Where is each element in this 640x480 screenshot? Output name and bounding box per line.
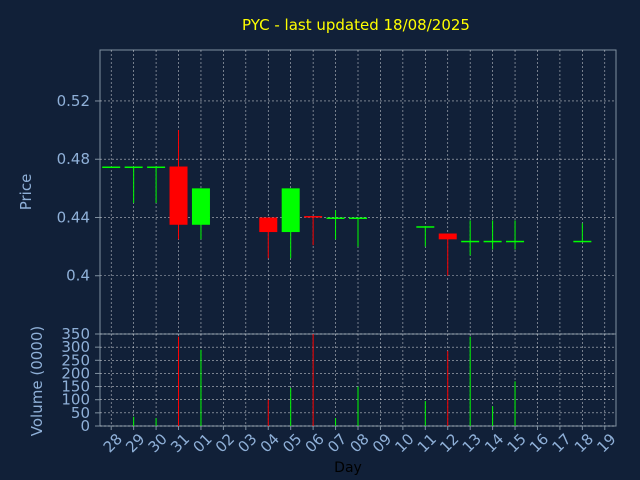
candle-11 bbox=[416, 226, 435, 247]
price-tick-label: 0.52 bbox=[57, 92, 90, 110]
candle-31 bbox=[169, 130, 188, 240]
price-panel: 0.4 0.44 0.48 0.52 Price bbox=[17, 49, 617, 335]
price-tick-label: 0.48 bbox=[57, 150, 90, 168]
candle-29 bbox=[124, 166, 143, 203]
volume-tick-label: 350 bbox=[61, 325, 90, 343]
price-axis-label: Price bbox=[17, 174, 35, 211]
x-axis-label: Day bbox=[334, 460, 362, 476]
candle-01 bbox=[191, 188, 210, 240]
volume-axis-label: Volume (0000) bbox=[28, 326, 46, 436]
price-grid bbox=[100, 50, 616, 334]
volume-bars bbox=[133, 334, 516, 426]
candle-18 bbox=[573, 223, 592, 243]
price-y-ticks: 0.4 0.44 0.48 0.52 bbox=[57, 92, 100, 285]
candle-07 bbox=[326, 210, 345, 240]
volume-tick-label: 0 bbox=[80, 417, 90, 435]
candle-body bbox=[349, 217, 367, 219]
candle-body bbox=[483, 240, 502, 243]
candle-14 bbox=[483, 220, 502, 250]
candle-06 bbox=[304, 216, 323, 246]
volume-tick-label: 150 bbox=[61, 378, 90, 396]
candle-04 bbox=[259, 217, 278, 259]
candle-body bbox=[438, 233, 457, 240]
candle-12 bbox=[438, 233, 457, 276]
volume-tick-label: 200 bbox=[61, 364, 90, 382]
volume-tick-label: 300 bbox=[61, 338, 90, 356]
candle-body bbox=[416, 226, 435, 228]
candle-body bbox=[506, 240, 525, 243]
candle-body bbox=[461, 240, 480, 243]
candle-body bbox=[102, 166, 121, 169]
chart-title: PYC - last updated 18/08/2025 bbox=[242, 16, 470, 34]
price-tick-label: 0.44 bbox=[57, 208, 90, 226]
candle-body bbox=[259, 217, 278, 233]
candle-body bbox=[304, 216, 323, 218]
candle-08 bbox=[349, 217, 367, 247]
candle-15 bbox=[506, 220, 525, 250]
volume-tick-label: 100 bbox=[61, 391, 90, 409]
candle-body bbox=[169, 166, 188, 225]
candle-body bbox=[326, 217, 345, 219]
candle-05 bbox=[281, 188, 300, 259]
price-tick-label: 0.4 bbox=[66, 267, 90, 285]
candle-body bbox=[281, 188, 300, 233]
candles bbox=[102, 130, 592, 276]
candle-body bbox=[147, 166, 166, 169]
volume-tick-label: 250 bbox=[61, 351, 90, 369]
candle-13 bbox=[461, 220, 480, 256]
volume-tick-label: 50 bbox=[71, 404, 90, 422]
candle-28 bbox=[102, 166, 121, 169]
candle-body bbox=[191, 188, 210, 225]
candle-30 bbox=[147, 166, 166, 203]
candle-body bbox=[124, 166, 143, 169]
candle-body bbox=[573, 240, 592, 243]
